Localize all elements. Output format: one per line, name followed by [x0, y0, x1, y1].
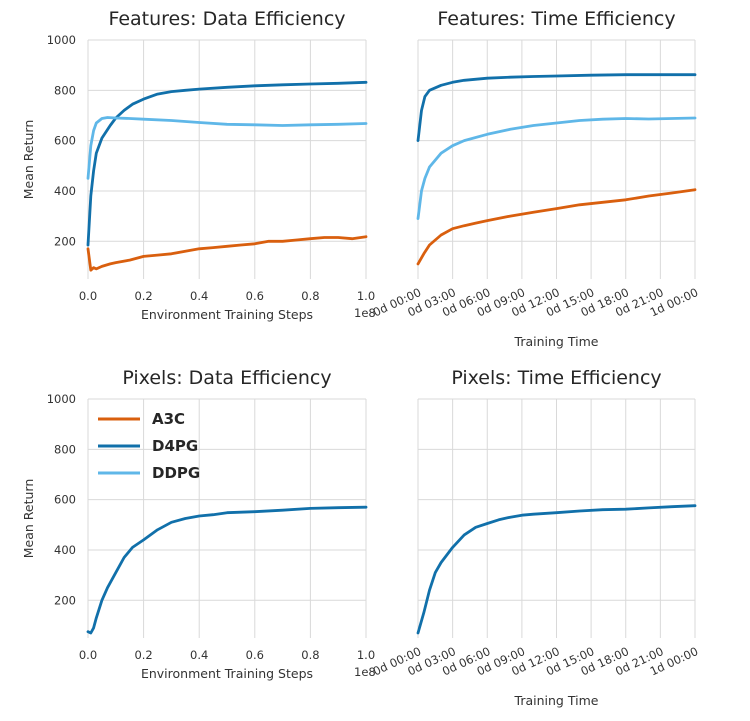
chart-title: Features: Data Efficiency [108, 8, 345, 30]
x-tick-label: 0.2 [134, 648, 152, 662]
series-line-d4pg [86, 505, 368, 635]
x-tick-label: 0.0 [79, 289, 97, 303]
x-tick-label: 0.4 [190, 289, 208, 303]
y-tick-label: 1000 [47, 33, 76, 47]
legend-label-d4pg: D4PG [152, 437, 198, 455]
legend-label-a3c: A3C [152, 410, 185, 428]
series-line-ddpg [86, 116, 368, 180]
x-tick-label: 0.6 [246, 648, 264, 662]
y-tick-label: 600 [54, 493, 76, 507]
x-axis-label: Environment Training Steps [141, 307, 313, 322]
y-tick-label: 200 [54, 593, 76, 607]
y-tick-label: 400 [54, 543, 76, 557]
series-line-a3c [416, 188, 697, 266]
x-axis-label: Training Time [514, 334, 599, 349]
x-tick-label: 0.6 [246, 289, 264, 303]
x-axis-exponent: 1e8 [354, 665, 376, 679]
legend: A3C D4PG DDPG [98, 410, 200, 482]
x-axis-label: Environment Training Steps [141, 666, 313, 681]
series-line-ddpg [416, 116, 697, 221]
x-tick-label: 1.0 [357, 289, 375, 303]
x-tick-label: 0.4 [190, 648, 208, 662]
y-tick-label: 200 [54, 234, 76, 248]
y-axis-label: Mean Return [21, 120, 36, 200]
y-tick-label: 600 [54, 134, 76, 148]
series-line-d4pg [416, 504, 697, 635]
series-line-d4pg [416, 73, 697, 143]
chart-title: Features: Time Efficiency [437, 8, 675, 30]
y-tick-label: 400 [54, 184, 76, 198]
x-tick-label: 0.8 [301, 648, 319, 662]
legend-label-ddpg: DDPG [152, 464, 200, 482]
x-tick-label: 0.8 [301, 289, 319, 303]
x-axis-exponent: 1e8 [354, 306, 376, 320]
y-axis-label: Mean Return [21, 479, 36, 559]
x-tick-label: 0.0 [79, 648, 97, 662]
x-tick-label: 0.2 [134, 289, 152, 303]
y-tick-label: 1000 [47, 392, 76, 406]
y-tick-label: 800 [54, 83, 76, 97]
y-tick-label: 800 [54, 442, 76, 456]
chart-panel-3: Pixels: Data Efficiency 200 400 600 800 1000 0… [21, 367, 376, 681]
chart-title: Pixels: Data Efficiency [122, 367, 331, 389]
chart-title: Pixels: Time Efficiency [451, 367, 661, 389]
x-axis-label: Training Time [514, 693, 599, 708]
x-tick-label: 1.0 [357, 648, 375, 662]
series-line-a3c [86, 235, 368, 272]
series-line-d4pg [86, 80, 368, 247]
chart-panel-1: Features: Data Efficiency 200 400 600 800 100… [21, 8, 376, 322]
